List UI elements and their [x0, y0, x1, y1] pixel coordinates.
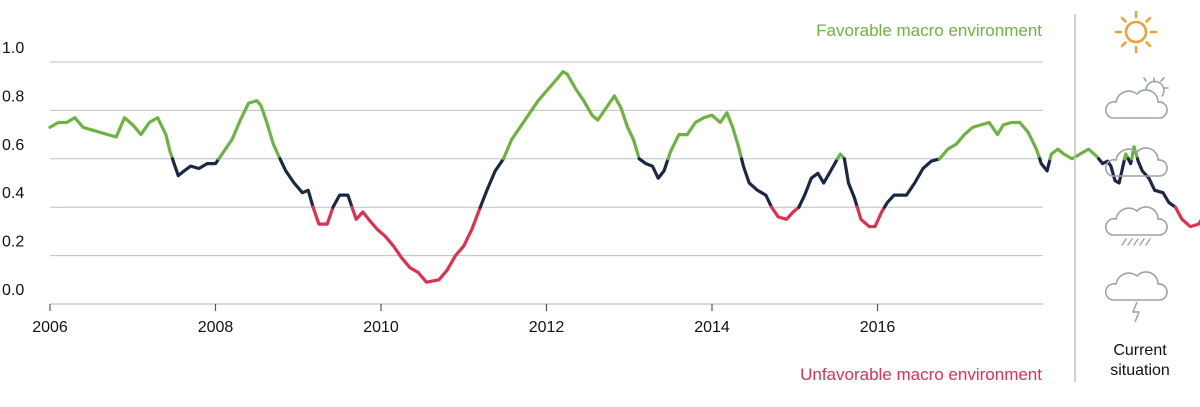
- partly-cloudy-icon: [1104, 77, 1169, 119]
- series-segment: [1130, 145, 1140, 161]
- series-segment: [842, 157, 859, 209]
- series-segment: [170, 157, 221, 178]
- indicator-series: [48, 70, 1200, 284]
- x-tick-label: 2006: [32, 319, 68, 336]
- series-segment: [1126, 157, 1134, 166]
- y-axis-ticks: 1.0 0.8 0.6 0.4 0.2 0.0: [2, 40, 24, 299]
- x-tick-label: 2012: [529, 319, 565, 336]
- series-segment: [1038, 157, 1052, 173]
- series-segment: [217, 99, 282, 161]
- series-segment: [478, 157, 506, 209]
- cloud-icon: [1104, 147, 1168, 177]
- y-tick-label: 0.4: [2, 185, 24, 202]
- y-tick-label: 0.0: [2, 282, 24, 299]
- sun-icon: [1114, 10, 1158, 54]
- series-segment: [855, 205, 887, 229]
- x-tick-label: 2010: [363, 319, 399, 336]
- series-segment: [311, 205, 335, 226]
- x-axis-ticks: 2006 2008 2010 2012 2014 2016: [32, 304, 895, 336]
- y-tick-label: 1.0: [2, 40, 24, 57]
- series-segment: [882, 157, 942, 209]
- y-tick-label: 0.8: [2, 88, 24, 105]
- series-segment: [835, 152, 847, 161]
- series-segment: [331, 193, 354, 209]
- current-label-line2: situation: [1110, 362, 1170, 379]
- series-segment: [739, 157, 774, 209]
- series-segment: [666, 111, 744, 161]
- x-tick-label: 2016: [860, 319, 896, 336]
- series-segment: [1122, 152, 1130, 161]
- series-segment: [278, 157, 315, 209]
- unfavorable-annotation: Unfavorable macro environment: [800, 365, 1042, 384]
- y-tick-label: 0.6: [2, 137, 24, 154]
- x-tick-label: 2008: [198, 319, 234, 336]
- thunderstorm-icon: [1104, 271, 1168, 323]
- current-label-line1: Current: [1113, 342, 1167, 359]
- series-segment: [501, 70, 641, 161]
- series-segment: [937, 120, 1042, 161]
- series-segment: [769, 205, 801, 221]
- rain-cloud-icon: [1104, 206, 1168, 246]
- series-segment: [48, 116, 175, 161]
- series-segment: [350, 205, 482, 284]
- current-situation-label: Current situation: [1085, 341, 1195, 381]
- series-segment: [1135, 157, 1178, 209]
- series-segment: [637, 157, 670, 180]
- series-segment: [797, 157, 840, 209]
- y-tick-label: 0.2: [2, 234, 24, 251]
- series-segment: [1097, 157, 1127, 185]
- gridlines: [50, 61, 1043, 257]
- series-segment: [1048, 147, 1101, 161]
- favorable-annotation: Favorable macro environment: [816, 21, 1042, 40]
- series-segment: [1173, 205, 1200, 229]
- x-tick-label: 2014: [694, 319, 730, 336]
